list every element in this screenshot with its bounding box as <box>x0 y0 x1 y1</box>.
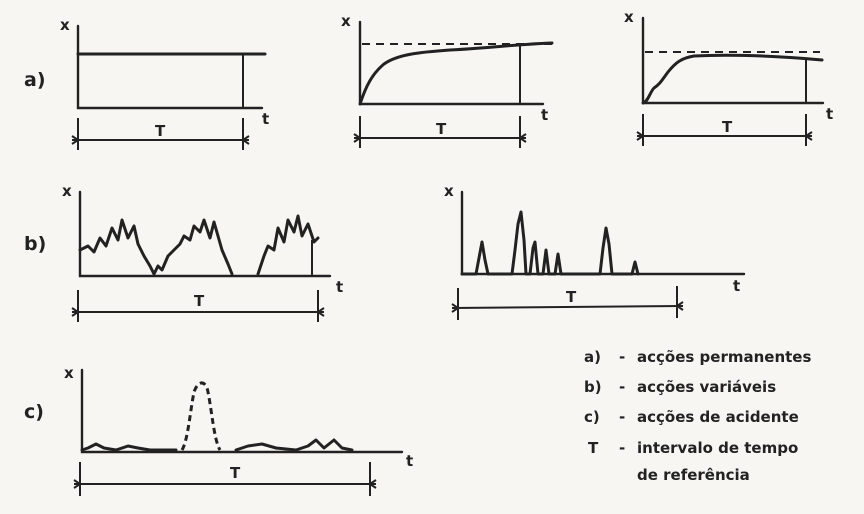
legend-key-a: a) <box>584 348 601 366</box>
panel-c-t-label: t <box>406 452 413 470</box>
legend-dash-t: - <box>619 439 625 457</box>
panel-b2-x-label: x <box>444 182 454 200</box>
panel-c-axes <box>82 370 402 452</box>
panel-a3-axes <box>643 18 823 103</box>
legend-text-t-cont: de referência <box>637 466 750 484</box>
panel-c-interval-label: T <box>230 464 241 482</box>
panel-b1-x-label: x <box>62 182 72 200</box>
panel-a2-rising: x t T <box>341 12 552 148</box>
legend-key-b: b) <box>584 378 602 396</box>
panel-a3-t-label: t <box>826 105 833 123</box>
legend-text-a: acções permanentes <box>637 348 811 366</box>
panel-a1-interval-label: T <box>155 122 166 140</box>
panel-a1-t-label: t <box>262 110 269 128</box>
panel-a2-interval-label: T <box>436 120 447 138</box>
panel-b2-interval-label: T <box>566 288 577 306</box>
panel-c-x-label: x <box>64 364 74 382</box>
legend-key-c: c) <box>584 408 600 426</box>
row-label-b: b) <box>24 233 46 255</box>
panel-a3-interval-label: T <box>722 118 733 136</box>
panel-b1-interval-label: T <box>194 292 205 310</box>
legend-dash-c: - <box>619 408 625 426</box>
panel-b1-t-label: t <box>336 278 343 296</box>
legend: a) - acções permanentes b) - acções vari… <box>584 348 811 484</box>
panel-b1-axes <box>80 192 330 276</box>
row-label-c: c) <box>24 401 44 423</box>
panel-a3-x-label: x <box>624 8 634 26</box>
legend-dash-b: - <box>619 378 625 396</box>
panel-b2-signal <box>462 212 638 274</box>
legend-text-t: intervalo de tempo <box>637 439 798 457</box>
panel-b2-spikes: x t T <box>444 182 744 320</box>
panel-c-accidental: x t T <box>64 364 413 496</box>
panel-a1-constant: x t T <box>60 16 269 150</box>
panel-a1-axes <box>78 26 262 108</box>
legend-text-c: acções de acidente <box>637 408 799 426</box>
panel-a3-curve <box>643 55 822 103</box>
panel-b1-variable: x t T <box>62 182 343 322</box>
panel-c-interval-arrow <box>74 462 376 496</box>
panel-b2-t-label: t <box>733 277 740 295</box>
panel-a2-x-label: x <box>341 12 351 30</box>
panel-a2-curve <box>360 43 552 104</box>
panel-a1-x-label: x <box>60 16 70 34</box>
panel-b2-axes <box>462 192 744 274</box>
panel-b1-signal <box>80 216 318 274</box>
legend-text-b: acções variáveis <box>637 378 776 396</box>
legend-key-t: T <box>588 439 599 457</box>
legend-dash-a: - <box>619 348 625 366</box>
panel-c-accident-peak <box>182 383 220 450</box>
panel-a3-s-curve: x t T <box>624 8 833 146</box>
panel-a2-t-label: t <box>541 106 548 124</box>
row-label-a: a) <box>24 69 46 91</box>
